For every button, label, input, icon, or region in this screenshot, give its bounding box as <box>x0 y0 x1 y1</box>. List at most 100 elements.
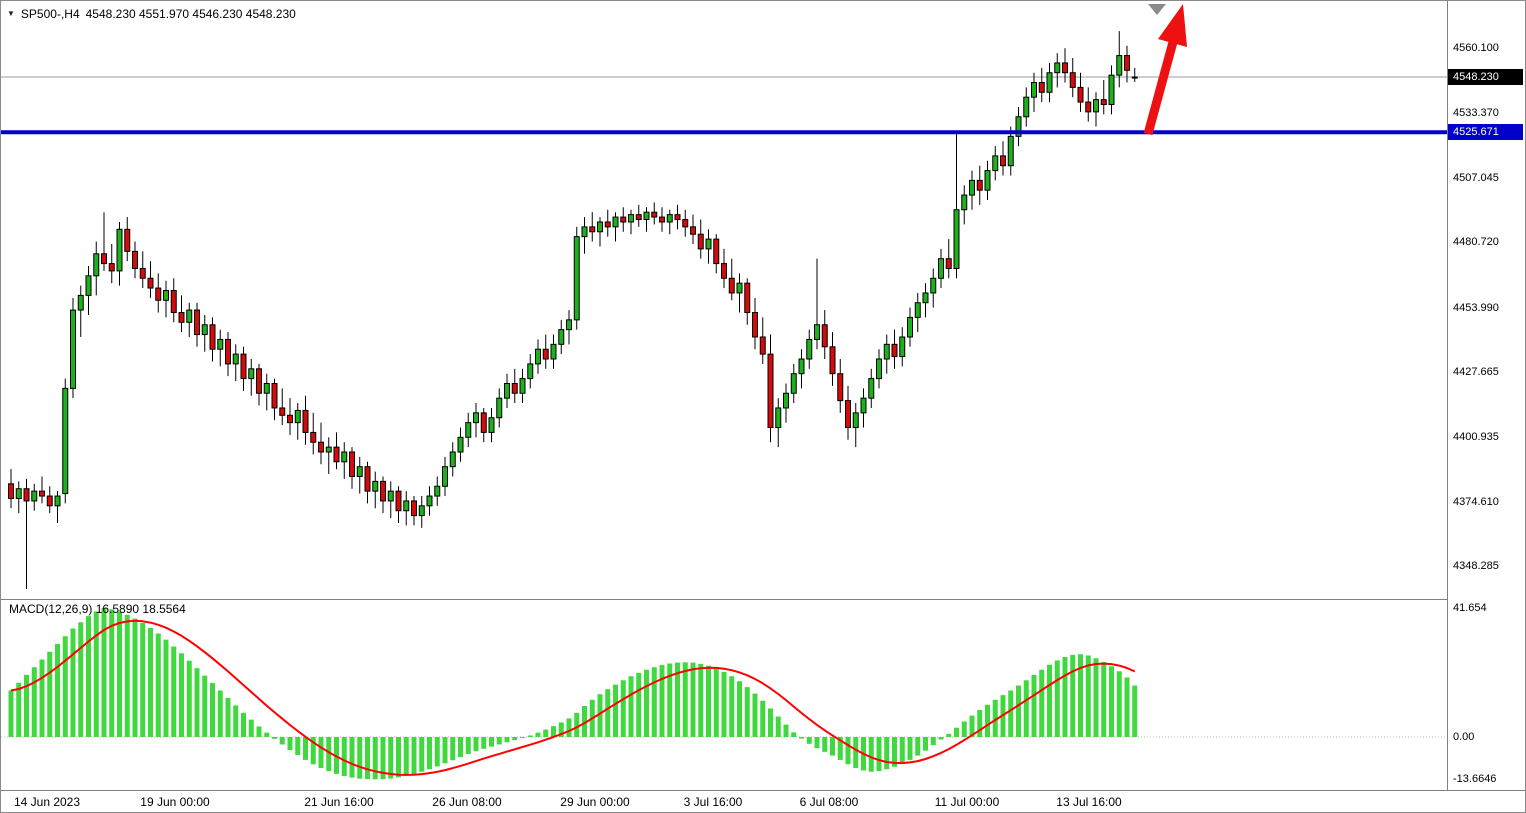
macd-histogram-bar <box>682 662 688 737</box>
macd-histogram-bar <box>171 646 177 737</box>
macd-histogram-bar <box>434 737 440 767</box>
bear-candle <box>23 488 30 502</box>
bull-candle <box>783 392 789 409</box>
bear-candle <box>380 480 386 502</box>
bull-candle <box>325 446 332 453</box>
bear-candle <box>511 382 518 394</box>
up-arrow-shaft[interactable] <box>1143 40 1178 136</box>
bear-candle <box>170 289 177 314</box>
bear-candle <box>651 211 658 218</box>
bear-candle <box>752 312 758 338</box>
macd-histogram-bar <box>148 627 153 737</box>
bear-candle <box>1124 55 1130 71</box>
bull-candle <box>85 275 92 296</box>
price-axis[interactable]: 4560.100 4533.370 4507.045 4480.720 4453.990… <box>1447 1 1525 790</box>
time-axis[interactable]: 14 Jun 2023 19 Jun 00:00 21 Jun 16:00 26 Ju… <box>1 790 1525 812</box>
bull-candle <box>163 289 169 301</box>
chart-ohlc-header: ▼ SP500-,H4 4548.230 4551.970 4546.230 4… <box>7 7 296 21</box>
bear-candle <box>39 490 45 497</box>
bull-candle <box>294 409 301 424</box>
bull-candle <box>705 238 712 250</box>
macd-histogram-bar <box>1023 680 1029 737</box>
macd-histogram-bar <box>279 737 285 745</box>
bull-candle <box>519 378 526 394</box>
bull-candle <box>566 319 572 331</box>
macd-histogram-bar <box>310 737 316 765</box>
macd-histogram-bar <box>357 737 363 779</box>
bull-candle <box>581 226 588 238</box>
bull-candle <box>883 343 890 360</box>
bull-candle <box>876 358 882 380</box>
macd-histogram-bar <box>783 724 789 737</box>
bull-candle <box>814 324 820 340</box>
macd-histogram-bar <box>690 662 696 737</box>
macd-histogram-bar <box>744 687 750 737</box>
bull-candle <box>77 294 84 311</box>
macd-histogram-bar <box>295 737 301 755</box>
bull-candle <box>597 221 603 233</box>
macd-histogram-bar <box>380 737 386 780</box>
bear-candle <box>333 446 340 463</box>
bull-candle <box>868 378 875 399</box>
macd-histogram-bar <box>667 663 673 737</box>
bull-candle <box>628 214 634 223</box>
bull-candle <box>1054 62 1061 74</box>
macd-histogram-bar <box>605 689 611 737</box>
macd-histogram-bar <box>1054 660 1060 737</box>
macd-histogram-bar <box>651 667 657 737</box>
macd-histogram-bar <box>272 737 277 739</box>
macd-histogram-bar <box>1093 658 1099 737</box>
macd-histogram-bar <box>303 737 308 760</box>
macd-histogram-bar <box>644 669 649 737</box>
macd-histogram-bar <box>109 609 115 737</box>
ohlc-values: 4548.230 4551.970 4546.230 4548.230 <box>85 7 296 21</box>
gray-triangle-marker-icon[interactable] <box>1148 4 1166 15</box>
macd-histogram-bar <box>349 737 355 778</box>
macd-histogram-bar <box>1008 690 1014 737</box>
bear-candle <box>411 500 417 517</box>
macd-histogram-bar <box>1132 685 1138 737</box>
bull-candle <box>449 451 456 468</box>
bear-candle <box>46 495 53 507</box>
macd-histogram-bar <box>675 662 680 737</box>
macd-histogram-bar <box>620 680 626 737</box>
bull-candle <box>1108 74 1115 106</box>
price-axis-label: 4348.285 <box>1453 560 1499 573</box>
bear-candle <box>279 407 286 416</box>
time-axis-label: 19 Jun 00:00 <box>140 795 210 809</box>
macd-histogram-bar <box>1039 669 1045 737</box>
bear-candle <box>635 214 642 221</box>
bear-candle <box>721 263 727 279</box>
time-axis-label: 29 Jun 00:00 <box>560 795 630 809</box>
macd-histogram-bar <box>868 737 874 772</box>
bear-candle <box>139 267 146 279</box>
macd-histogram-bar <box>923 737 928 751</box>
bear-candle <box>364 466 371 492</box>
up-arrow-head-icon[interactable] <box>1158 4 1187 47</box>
time-axis-label: 26 Jun 08:00 <box>432 795 502 809</box>
macd-histogram-bar <box>806 737 812 744</box>
bear-candle <box>713 238 720 265</box>
bear-candle <box>349 451 355 477</box>
macd-histogram-bar <box>729 676 735 737</box>
macd-histogram-bar <box>241 712 246 737</box>
macd-histogram-bar <box>613 684 618 737</box>
macd-histogram-bar <box>582 706 587 737</box>
bear-candle <box>589 226 596 233</box>
bull-candle <box>442 466 448 487</box>
macd-axis-label: 41.654 <box>1453 601 1487 614</box>
macd-histogram-bar <box>225 697 231 737</box>
panel-separator[interactable] <box>1 599 1525 600</box>
bull-candle <box>798 358 805 375</box>
bear-candle <box>310 431 317 443</box>
macd-histogram-bar <box>132 618 138 737</box>
macd-histogram-bar <box>365 737 370 780</box>
macd-histogram-bar <box>489 737 494 747</box>
bear-candle <box>209 324 216 350</box>
macd-histogram-bar <box>264 732 270 737</box>
macd-histogram-bar <box>961 721 967 737</box>
bull-candle <box>1131 76 1138 79</box>
macd-histogram-bar <box>1085 655 1091 737</box>
bear-candle <box>1062 62 1068 74</box>
